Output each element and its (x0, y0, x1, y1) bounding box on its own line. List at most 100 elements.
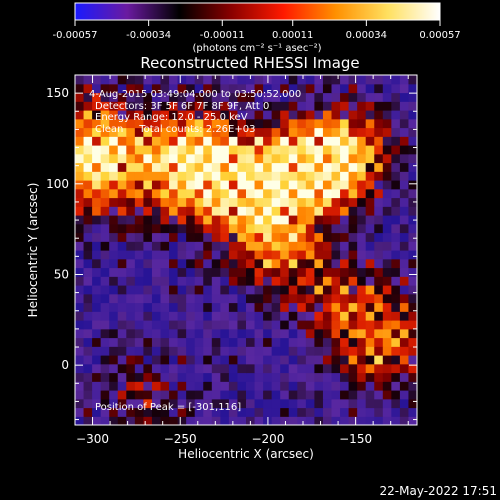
heatmap-cell (169, 355, 179, 365)
heatmap-cell (92, 390, 102, 400)
heatmap-cell (322, 372, 333, 382)
heatmap-cell (357, 267, 367, 277)
heatmap-cell (220, 311, 230, 321)
heatmap-cell (134, 390, 144, 400)
heatmap-cell (186, 302, 196, 312)
heatmap-cell (408, 145, 417, 155)
heatmap-cell (254, 241, 264, 251)
heatmap-cell (374, 398, 384, 409)
heatmap-cell (186, 293, 196, 304)
heatmap-cell (331, 311, 341, 321)
heatmap-cell (75, 110, 85, 120)
heatmap-cell (117, 180, 127, 190)
heatmap-cell (357, 285, 367, 295)
heatmap-cell (314, 311, 324, 321)
heatmap-cell (348, 136, 358, 146)
heatmap-cell (374, 118, 384, 129)
heatmap-cell (194, 83, 204, 94)
heatmap-cell (169, 145, 179, 155)
heatmap-cell (408, 232, 417, 242)
heatmap-cell (365, 223, 375, 234)
heatmap-cell (391, 75, 401, 85)
heatmap-cell (322, 293, 333, 304)
heatmap-cell (100, 302, 110, 312)
heatmap-cell (348, 363, 358, 374)
heatmap-cell (305, 363, 315, 374)
heatmap-cell (151, 390, 162, 400)
heatmap-cell (126, 355, 136, 365)
heatmap-cell (194, 153, 204, 164)
heatmap-cell (357, 320, 367, 330)
heatmap-cell (408, 162, 417, 172)
heatmap-cell (408, 75, 417, 85)
heatmap-cell (220, 127, 230, 137)
heatmap-cell (211, 407, 221, 417)
heatmap-cell (305, 320, 315, 330)
heatmap-cell (246, 127, 256, 137)
heatmap-cell (331, 258, 341, 269)
heatmap-cell (399, 398, 410, 409)
heatmap-cell (271, 302, 281, 312)
heatmap-cell (348, 127, 358, 137)
heatmap-cell (92, 250, 102, 260)
heatmap-cell (357, 390, 367, 400)
heatmap-cell (194, 293, 204, 304)
heatmap-cell (305, 407, 315, 417)
heatmap-cell (169, 223, 179, 234)
y-tick-label: 50 (54, 267, 69, 281)
heatmap-cell (220, 390, 230, 400)
heatmap-cell (297, 232, 307, 242)
heatmap-cell (143, 171, 153, 181)
peak-position-label: Position of Peak = [-301,116] (95, 402, 241, 413)
heatmap-cell (357, 302, 367, 312)
heatmap-cell (237, 407, 247, 417)
heatmap-cell (143, 83, 153, 94)
heatmap-cell (151, 162, 162, 172)
heatmap-cell (109, 285, 119, 295)
heatmap-cell (109, 75, 119, 85)
heatmap-cell (75, 206, 85, 216)
heatmap-cell (100, 267, 110, 277)
heatmap-cell (100, 337, 110, 347)
heatmap-cell (297, 416, 307, 425)
heatmap-cell (177, 110, 187, 120)
heatmap-cell (374, 328, 384, 339)
heatmap-cell (254, 407, 264, 417)
heatmap-cell (109, 337, 119, 347)
heatmap-cell (305, 75, 315, 85)
heatmap-cell (254, 320, 264, 330)
heatmap-cell (288, 197, 298, 207)
heatmap-cell (220, 355, 230, 365)
heatmap-cell (288, 180, 298, 190)
heatmap-cell (160, 355, 170, 365)
heatmap-cell (177, 250, 187, 260)
heatmap-cell (357, 381, 367, 391)
heatmap-cell (109, 276, 119, 286)
heatmap-cell (331, 302, 341, 312)
heatmap-cell (160, 162, 170, 172)
heatmap-cell (408, 267, 417, 277)
heatmap-cell (357, 153, 367, 164)
heatmap-image (75, 75, 417, 425)
heatmap-cell (340, 83, 350, 94)
heatmap-cell (374, 337, 384, 347)
heatmap-cell (186, 206, 196, 216)
heatmap-cell (340, 398, 350, 409)
heatmap-cell (117, 136, 127, 146)
heatmap-cell (83, 346, 93, 356)
heatmap-cell (348, 328, 358, 339)
heatmap-cell (134, 293, 144, 304)
heatmap-cell (322, 346, 333, 356)
heatmap-cell (203, 372, 213, 382)
heatmap-cell (151, 302, 162, 312)
heatmap-cell (246, 346, 256, 356)
heatmap-cell (151, 110, 162, 120)
heatmap-cell (271, 188, 281, 199)
heatmap-cell (134, 145, 144, 155)
heatmap-cell (399, 180, 410, 190)
heatmap-cell (100, 355, 110, 365)
heatmap-cell (109, 311, 119, 321)
heatmap-cell (211, 153, 221, 164)
heatmap-cell (263, 232, 273, 242)
heatmap-cell (305, 346, 315, 356)
